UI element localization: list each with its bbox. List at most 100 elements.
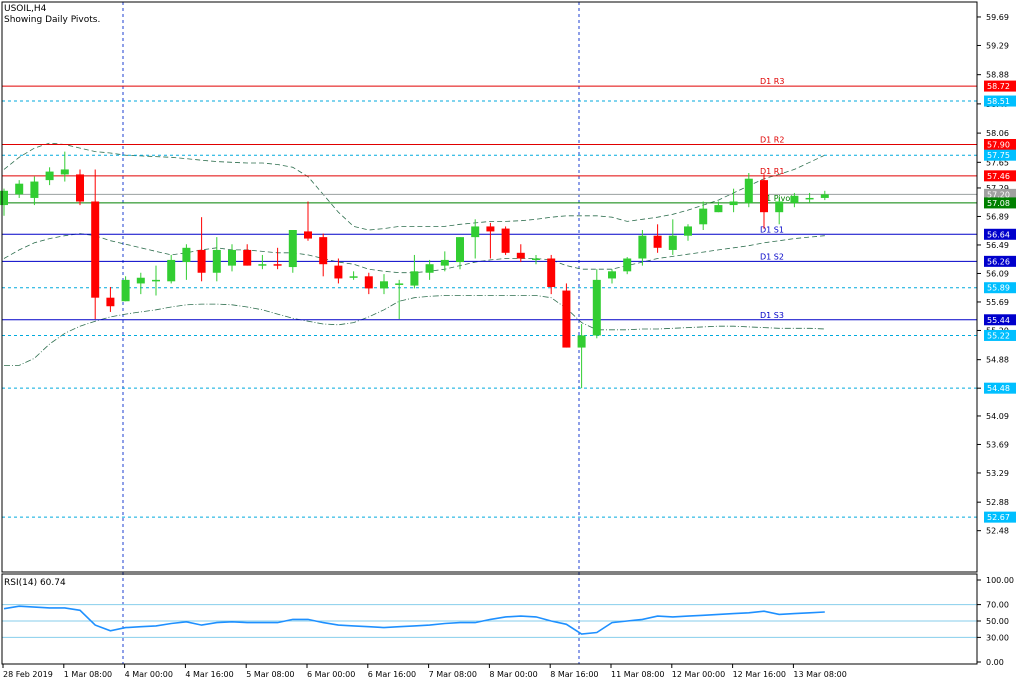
- price-tag-box-1: [984, 95, 1016, 107]
- candle-43: [653, 224, 662, 253]
- candle-body-34: [516, 252, 525, 259]
- candle-body-14: [212, 249, 221, 273]
- candle-body-3: [45, 171, 54, 181]
- candle-53: [805, 192, 814, 203]
- candle-15: [228, 244, 236, 272]
- candle-19: [288, 230, 297, 273]
- price-tag-57-90: 57.90: [984, 139, 1016, 150]
- price-axis-label-17: 52.88: [986, 498, 1009, 507]
- price-tag-box-13: [984, 511, 1016, 523]
- price-tag-box-9: [984, 282, 1016, 294]
- price-axis-label-10: 55.69: [986, 298, 1009, 307]
- candle-14: [212, 237, 221, 282]
- candle-body-8: [121, 279, 130, 302]
- candle-body-40: [608, 271, 616, 279]
- price-tag-text-3: 57.75: [987, 151, 1010, 160]
- main-chart-frame: [1, 1, 978, 573]
- candle-body-51: [775, 201, 784, 213]
- candle-28: [425, 259, 434, 280]
- price-tag-57-20: 57.20: [984, 188, 1016, 200]
- rsi-axis-label-2: 50.00: [986, 617, 1009, 626]
- candle-12: [182, 244, 191, 280]
- envelope-upper-line: [3, 142, 825, 231]
- price-tag-text-10: 55.44: [987, 316, 1010, 325]
- price-tag-text-12: 54.48: [987, 384, 1010, 393]
- candle-body-53: [805, 197, 814, 200]
- candle-body-33: [501, 228, 510, 253]
- price-axis-label-7: 56.89: [986, 212, 1009, 221]
- price-tag-box-4: [984, 170, 1016, 182]
- candle-body-2: [30, 181, 39, 198]
- candle-body-44: [668, 235, 677, 250]
- candle-body-5: [76, 174, 84, 202]
- candle-body-46: [699, 208, 708, 225]
- price-axis-label-14: 54.09: [986, 412, 1009, 421]
- pivot-label-d1-r2: D1 R2: [760, 136, 784, 145]
- price-tag-box-12: [984, 382, 1016, 394]
- candle-body-18: [273, 264, 282, 266]
- candle-body-26: [395, 283, 404, 285]
- candle-37: [562, 283, 571, 348]
- rsi-axis-label-0: 100.00: [986, 576, 1014, 585]
- candle-11: [167, 254, 176, 284]
- price-tag-text-9: 55.89: [987, 284, 1010, 293]
- candle-body-1: [15, 183, 24, 195]
- candle-26: [395, 279, 404, 320]
- price-tag-58-72: 58.72: [984, 80, 1016, 92]
- candle-body-27: [410, 271, 419, 286]
- candle-body-24: [364, 276, 373, 289]
- rsi-axis-label-3: 30.00: [986, 633, 1009, 642]
- time-axis-label-5: 6 Mar 00:00: [307, 670, 355, 679]
- price-tag-box-11: [984, 329, 1016, 341]
- candle-body-39: [592, 279, 601, 336]
- price-axis-label-12: 54.88: [986, 356, 1009, 365]
- candle-body-54: [820, 194, 829, 198]
- time-axis-label-0: 28 Feb 2019: [3, 670, 53, 679]
- price-tag-text-13: 52.67: [987, 513, 1010, 522]
- candle-21: [319, 233, 328, 277]
- price-axis-label-15: 53.69: [986, 440, 1009, 449]
- price-tag-52-67: 52.67: [984, 511, 1016, 523]
- price-tag-54-48: 54.48: [984, 382, 1016, 394]
- price-axis-label-2: 58.88: [986, 71, 1009, 80]
- candle-20: [304, 201, 312, 241]
- candle-7: [106, 287, 115, 312]
- pivot-label-d1-r3: D1 R3: [760, 77, 784, 86]
- price-tag-text-6: 57.08: [987, 199, 1010, 208]
- candle-body-22: [334, 265, 343, 279]
- candle-13: [197, 217, 206, 282]
- price-axis-label-6: 57.29: [986, 184, 1009, 193]
- price-axis-label-16: 53.29: [986, 469, 1009, 478]
- time-axis-label-2: 4 Mar 00:00: [125, 670, 173, 679]
- candle-body-10: [152, 279, 160, 282]
- candle-body-11: [167, 259, 176, 282]
- price-tag-text-11: 55.22: [987, 331, 1010, 340]
- candle-body-45: [684, 226, 692, 236]
- candle-0: [0, 188, 8, 216]
- chart-header: USOIL,H4 Showing Daily Pivots.: [4, 4, 100, 26]
- price-tag-box-0: [984, 80, 1016, 92]
- candle-body-16: [243, 249, 252, 266]
- candle-body-0: [0, 190, 8, 206]
- candle-29: [440, 251, 449, 272]
- candle-body-32: [486, 226, 495, 232]
- price-tag-57-75: 57.75: [984, 149, 1016, 161]
- candle-body-25: [380, 281, 388, 289]
- candle-16: [243, 244, 252, 266]
- price-tag-text-1: 58.51: [987, 97, 1010, 106]
- rsi-line: [3, 605, 825, 635]
- candle-38: [577, 324, 586, 389]
- candle-body-6: [91, 201, 100, 298]
- candle-body-30: [456, 237, 464, 263]
- candle-3: [45, 167, 54, 186]
- candle-body-38: [577, 335, 586, 348]
- rsi-axis-label-4: 0.00: [986, 658, 1004, 667]
- candle-4: [60, 151, 69, 182]
- candle-35: [532, 254, 540, 265]
- candle-body-13: [197, 249, 206, 273]
- candle-45: [684, 224, 692, 241]
- candle-body-28: [425, 264, 434, 273]
- candle-body-41: [623, 258, 632, 272]
